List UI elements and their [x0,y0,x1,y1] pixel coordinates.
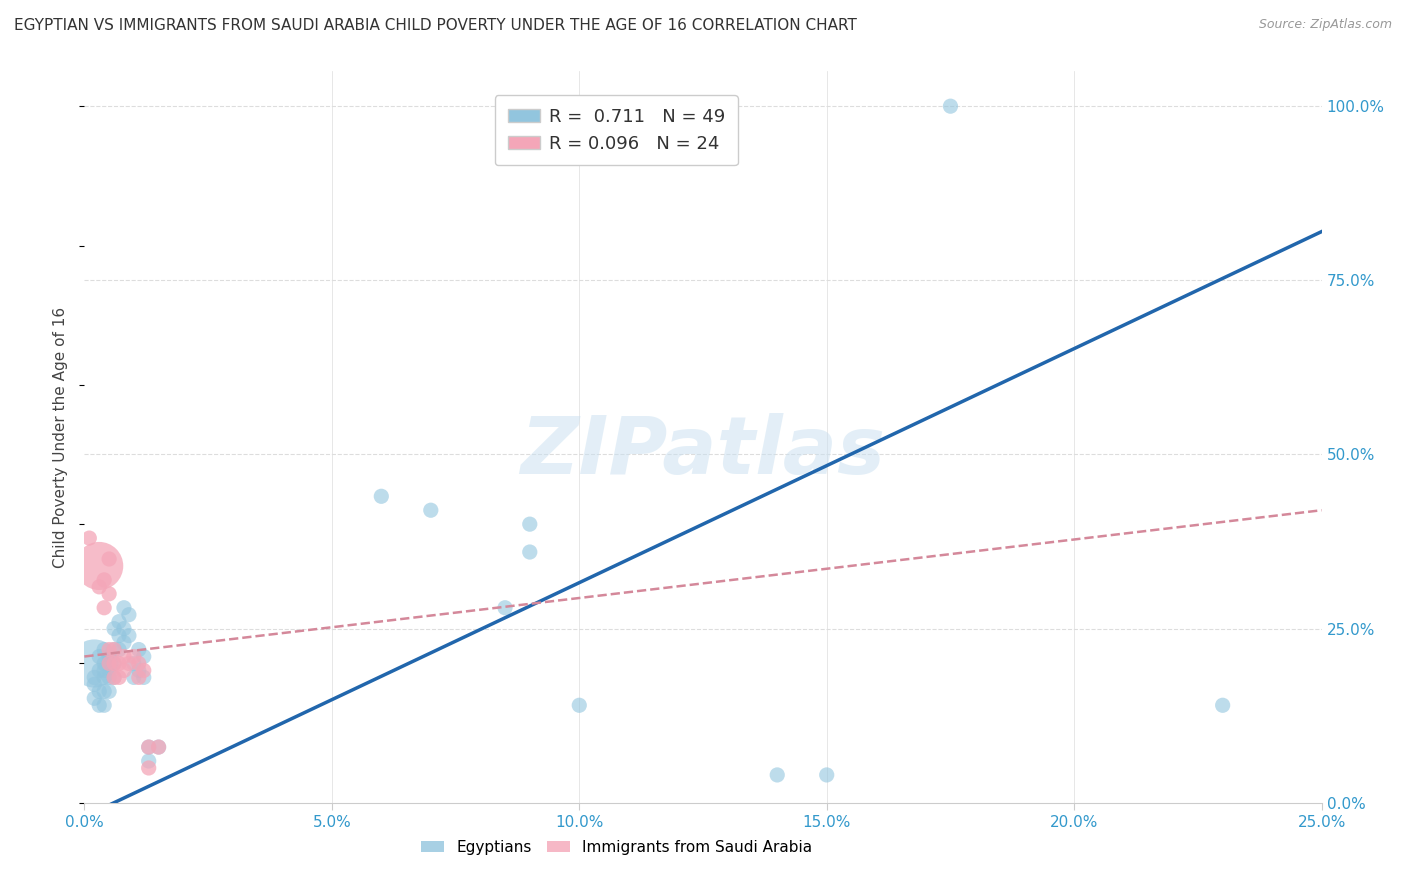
Point [98,587,121,601]
Point [98,670,121,684]
Point [138,740,160,755]
Point [128,642,150,657]
Point [93,670,115,684]
Point [108,657,131,671]
Point [98,649,121,664]
Point [93,642,115,657]
Point [112,664,135,678]
Point [83,657,105,671]
Point [132,664,155,678]
Point [103,670,125,684]
Point [98,684,121,698]
Point [93,657,115,671]
Point [98,657,121,671]
Point [132,649,155,664]
Point [138,740,160,755]
Point [118,629,141,643]
Point [93,573,115,587]
Point [83,670,105,684]
Point [108,642,131,657]
Point [128,664,150,678]
Text: Source: ZipAtlas.com: Source: ZipAtlas.com [1258,18,1392,31]
Point [89,684,111,698]
Point [89,558,111,573]
Point [568,698,591,713]
Point [118,657,141,671]
Point [103,642,125,657]
Point [108,629,131,643]
Point [89,698,111,713]
Point [112,635,135,649]
Point [93,684,115,698]
Point [148,740,170,755]
Point [370,489,392,503]
Point [93,664,115,678]
Point [138,754,160,768]
Point [108,670,131,684]
Point [108,615,131,629]
Point [419,503,441,517]
Text: ZIPatlas: ZIPatlas [520,413,886,491]
Point [98,552,121,566]
Point [128,670,150,684]
Point [112,600,135,615]
Point [93,698,115,713]
Point [112,649,135,664]
Point [103,670,125,684]
Point [122,670,145,684]
Point [103,657,125,671]
Point [89,649,111,664]
Point [118,607,141,622]
Point [148,740,170,755]
Point [1212,698,1234,713]
Point [815,768,838,782]
Point [83,677,105,691]
Legend: Egyptians, Immigrants from Saudi Arabia: Egyptians, Immigrants from Saudi Arabia [415,834,818,861]
Point [939,99,962,113]
Point [138,761,160,775]
Point [89,580,111,594]
Point [112,622,135,636]
Point [103,622,125,636]
Point [128,657,150,671]
Point [766,768,789,782]
Point [519,517,541,532]
Text: EGYPTIAN VS IMMIGRANTS FROM SAUDI ARABIA CHILD POVERTY UNDER THE AGE OF 16 CORRE: EGYPTIAN VS IMMIGRANTS FROM SAUDI ARABIA… [14,18,856,33]
Point [122,649,145,664]
Point [83,691,105,706]
Point [98,657,121,671]
Point [93,600,115,615]
Point [79,531,101,545]
Point [132,670,155,684]
Point [122,657,145,671]
Point [519,545,541,559]
Point [98,642,121,657]
Y-axis label: Child Poverty Under the Age of 16: Child Poverty Under the Age of 16 [53,307,69,567]
Point [103,642,125,657]
Point [89,664,111,678]
Point [494,600,516,615]
Point [103,657,125,671]
